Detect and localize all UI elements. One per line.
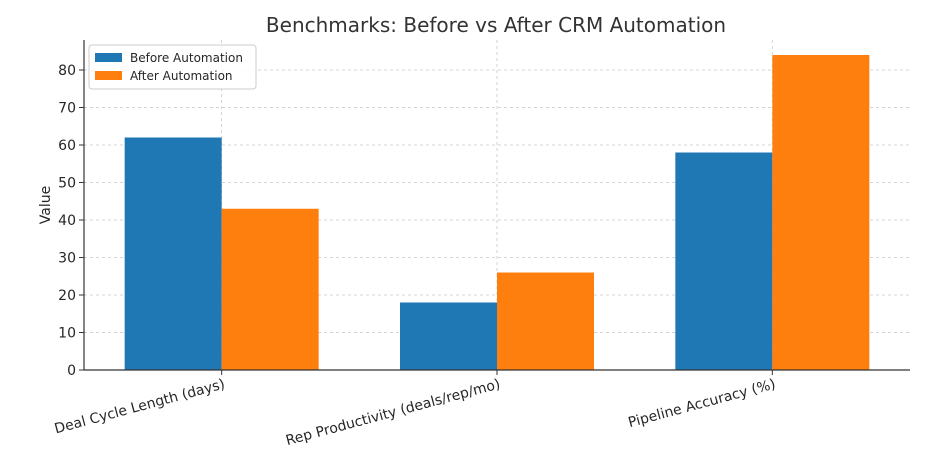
bar-before-2: [675, 152, 773, 370]
x-category-label: Deal Cycle Length (days): [53, 376, 227, 437]
legend-swatch-after: [95, 71, 122, 80]
y-ticks: 0 10 20 30 40 50 60 70 80: [58, 63, 84, 379]
x-category-label: Rep Productivity (deals/rep/mo): [284, 376, 502, 449]
x-category-label: Pipeline Accuracy (%): [627, 376, 778, 431]
y-tick-label: 30: [58, 251, 76, 267]
bar-after-0: [221, 208, 319, 370]
y-tick-label: 50: [58, 176, 76, 192]
legend: Before Automation After Automation: [88, 44, 257, 90]
y-tick-label: 10: [58, 326, 76, 342]
x-category-labels: Deal Cycle Length (days) Rep Productivity…: [53, 376, 778, 449]
y-tick-label: 40: [58, 213, 76, 229]
y-tick-label: 0: [67, 363, 76, 379]
y-tick-label: 60: [58, 138, 76, 154]
legend-label-before: Before Automation: [130, 51, 243, 65]
y-tick-label: 80: [58, 63, 76, 79]
legend-box: [88, 44, 257, 90]
bars: [124, 55, 870, 370]
legend-label-after: After Automation: [130, 69, 233, 83]
legend-swatch-before: [95, 53, 122, 62]
bar-after-1: [497, 272, 594, 370]
bar-before-1: [400, 302, 497, 370]
y-axis-label: Value: [38, 186, 54, 224]
y-tick-label: 20: [58, 288, 76, 304]
chart-title: Benchmarks: Before vs After CRM Automati…: [266, 13, 726, 37]
bar-before-0: [124, 137, 222, 370]
y-tick-label: 70: [58, 101, 76, 117]
axes: [83, 40, 910, 375]
bar-after-2: [772, 55, 870, 370]
